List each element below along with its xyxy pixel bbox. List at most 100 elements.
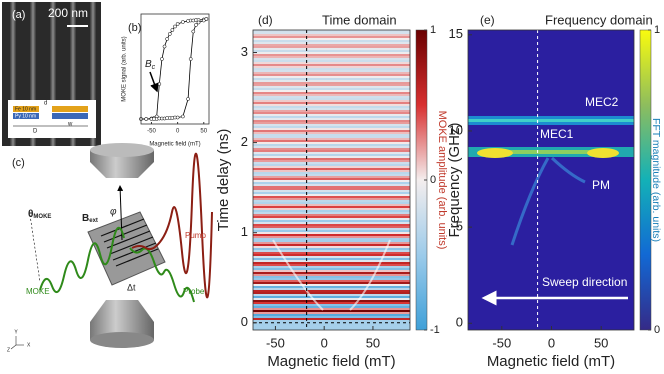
pole-bottom [90,300,154,340]
heatmap-row [253,312,410,314]
y-axis-label: MOKE signal (arb. units) [122,36,128,101]
heatmap-row [253,328,410,330]
heatmap-row [253,112,410,114]
heatmap-row [253,204,410,206]
heatmap-row [253,242,410,244]
py-layer [13,113,39,119]
delay-label: Δt [127,282,136,292]
heatmap-row [253,232,410,234]
mode-blob [587,148,619,158]
heatmap-row [253,292,410,294]
heatmap-row [253,182,410,184]
heatmap-row [253,164,410,166]
pump-beam [131,152,213,299]
heatmap-row [253,108,410,110]
heatmap-row [253,208,410,210]
heatmap-row [253,158,410,160]
heatmap-row [253,226,410,228]
annotation: Sweep direction [542,275,627,289]
heatmap-feature [272,239,391,311]
heatmap-row [253,100,410,102]
heatmap-row [253,102,410,104]
heatmap-row [253,154,410,156]
heatmap-row [253,78,410,80]
axis-name: X [27,342,31,348]
heatmap-row [253,290,410,292]
heatmap-row [253,296,410,298]
heatmap-row [253,146,410,148]
x-tick-label: -50 [492,335,511,350]
panel-title: Time domain [322,12,397,27]
heatmap-row [253,264,410,266]
sample [87,211,166,286]
heatmap-row [253,166,410,168]
heatmap-row [253,126,410,128]
heatmap-row [253,92,410,94]
heatmap-row [253,304,410,306]
pole-top [90,150,154,178]
fe-layer [13,106,39,112]
heatmap-row [253,282,410,284]
heatmap-row [253,172,410,174]
panel-0: (b) Bc -50 0 50 Magnetic field (mT) MOKE signa… [122,13,210,148]
heatmap-row [253,160,410,162]
series-point [160,57,164,61]
series-point [194,23,198,27]
heatmap-row [253,98,410,100]
series-point [188,57,193,61]
heatmap-row [253,70,410,72]
heatmap-row [253,82,410,84]
panel-label: (a) [12,9,25,21]
heatmap-row [253,316,410,318]
heatmap-row [253,200,410,202]
layer-label: Py 10 nm [15,113,36,119]
theta-label: θMOKE [28,209,51,220]
heatmap-row [253,310,410,312]
heatmap-row [253,136,410,138]
heatmap-row [253,128,410,130]
heatmap-row [253,258,410,260]
annotation: MEC2 [585,95,619,109]
heatmap-row [253,284,410,286]
heatmap-row [253,266,410,268]
heatmap-row [253,34,410,36]
heatmap-row [253,196,410,198]
colorbar-label: FFT magnitude (arb. units) [650,118,662,242]
heatmap-row [253,142,410,144]
colorbar-tick-label: 1 [430,24,436,36]
heatmap-row [253,106,410,108]
heatmap-row [253,68,410,70]
colorbar-tick-label: 0 [430,174,436,186]
heatmap-row [253,56,410,58]
heatmap-row [253,188,410,190]
heatmap-row [253,260,410,262]
heatmap-row [253,116,410,118]
annotation-arrow [149,71,159,93]
field-label: Bext [82,213,98,224]
pole-top-face [90,143,154,157]
colorbar-label: MOKE amplitude (arb. units) [436,111,448,250]
heatmap-row [253,218,410,220]
heatmap-row [253,302,410,304]
heatmap-row [253,40,410,42]
heatmap-row [253,132,410,134]
heatmap-row [253,254,410,256]
series-point [191,29,196,34]
heatmap-row [253,324,410,326]
heatmap-row [253,42,410,44]
heatmap-row [253,66,410,68]
heatmap-row [253,86,410,88]
heatmap-row [253,194,410,196]
panel-c: (c) θMOKE Bext φ Pump Probe MOKE Δt Y X … [7,143,213,353]
heatmap-row [253,186,410,188]
sample-stripes [100,218,159,267]
heatmap-row [253,274,410,276]
dim-label: w [67,122,73,128]
plot-frame [140,13,210,125]
moke-beam [39,226,125,294]
heatmap-row [253,280,410,282]
heatmap-row [253,44,410,46]
annotation: MEC1 [540,127,574,141]
annotation-sub: c [152,64,156,71]
heatmap-row [253,130,410,132]
